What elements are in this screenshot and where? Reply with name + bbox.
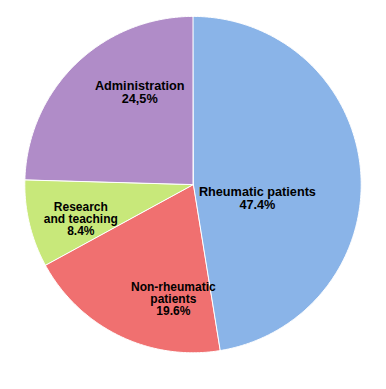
svg-text:Researchand teaching8.4%: Researchand teaching8.4% [44, 200, 118, 238]
svg-text:Administration24,5%: Administration24,5% [95, 79, 185, 106]
svg-text:Rheumatic patients47.4%: Rheumatic patients47.4% [199, 185, 316, 212]
svg-text:Non-rheumaticpatients19.6%: Non-rheumaticpatients19.6% [131, 280, 216, 318]
